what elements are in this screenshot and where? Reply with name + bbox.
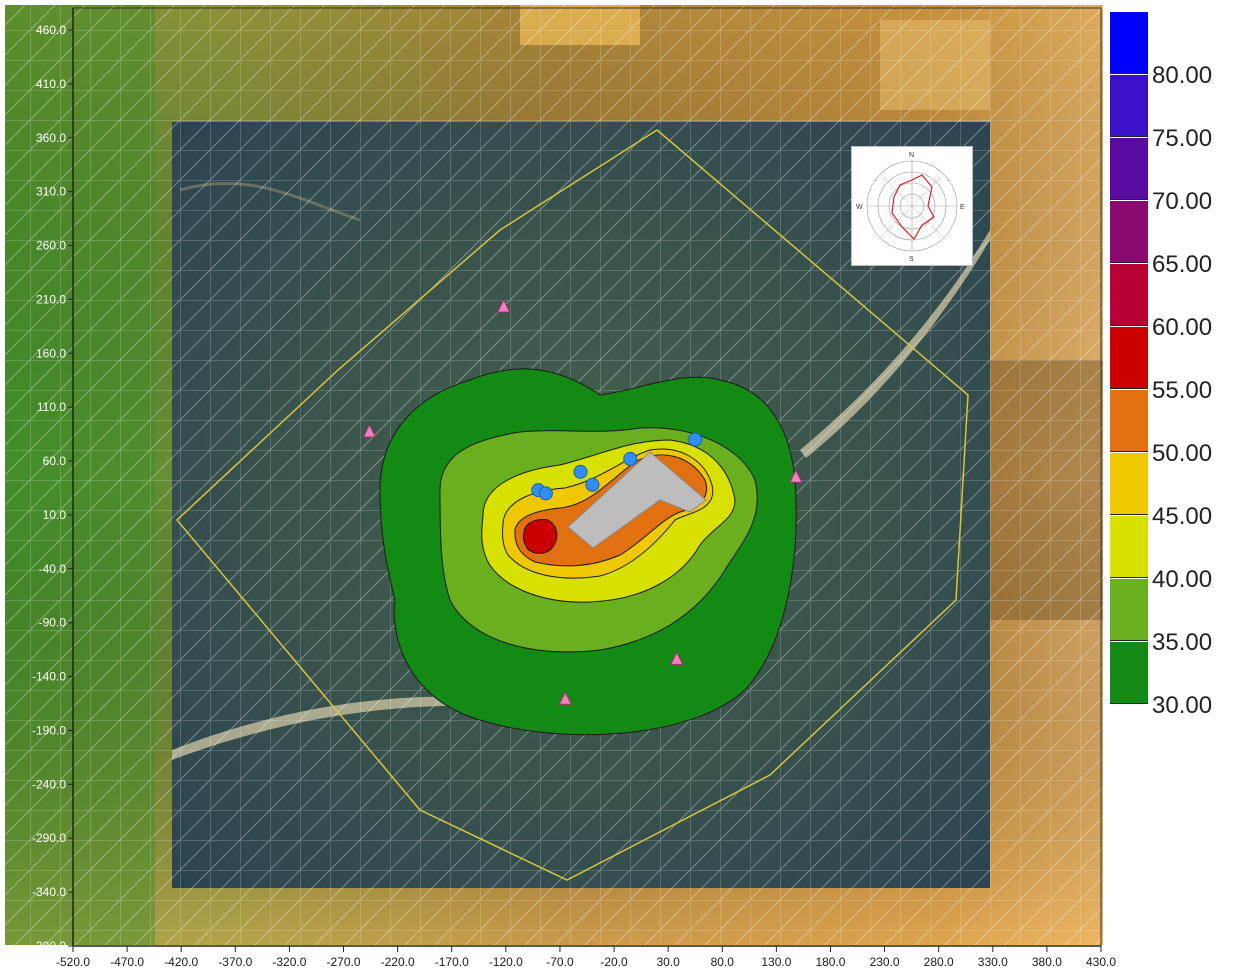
legend-swatch bbox=[1110, 579, 1148, 641]
x-tick-label: -70.0 bbox=[546, 955, 574, 969]
x-tick-label: -520.0 bbox=[56, 955, 90, 969]
noise-source-marker[interactable] bbox=[586, 478, 599, 491]
windrose-label-n: N bbox=[909, 152, 914, 159]
x-tick-label: -220.0 bbox=[381, 955, 415, 969]
x-tick-label: -320.0 bbox=[272, 955, 306, 969]
color-legend: 80.00 75.00 70.00 65.00 60.00 55.00 50.00 45.00… bbox=[1108, 12, 1222, 712]
legend-label: 65.00 bbox=[1152, 253, 1212, 277]
y-tick-label: 410.0 bbox=[36, 77, 66, 91]
legend-label: 50.00 bbox=[1152, 442, 1212, 466]
x-tick-label: 380.0 bbox=[1032, 955, 1062, 969]
y-tick-label: -290.0 bbox=[32, 831, 66, 845]
x-axis: -520.0 -470.0 -420.0 -370.0 -320.0 -270.0 -220… bbox=[56, 946, 1116, 969]
x-tick-label: 30.0 bbox=[656, 955, 680, 969]
x-tick-label: -270.0 bbox=[327, 955, 361, 969]
x-tick-label: -170.0 bbox=[435, 955, 469, 969]
legend-swatch bbox=[1110, 201, 1148, 263]
legend-label: 35.00 bbox=[1152, 631, 1212, 655]
y-tick-label: -90.0 bbox=[39, 616, 67, 630]
legend-swatch bbox=[1110, 390, 1148, 452]
legend-label: 75.00 bbox=[1152, 127, 1212, 151]
legend-label: 60.00 bbox=[1152, 316, 1212, 340]
windrose-label-w: W bbox=[856, 204, 863, 211]
legend-label: 40.00 bbox=[1152, 568, 1212, 592]
x-tick-label: 230.0 bbox=[870, 955, 900, 969]
wind-rose-inset: N E S W bbox=[851, 146, 973, 266]
y-tick-label: -140.0 bbox=[32, 670, 66, 684]
x-tick-label: -120.0 bbox=[489, 955, 523, 969]
y-tick-label: -390.0 bbox=[32, 939, 66, 953]
y-tick-label: 260.0 bbox=[36, 239, 66, 253]
legend-label: 55.00 bbox=[1152, 379, 1212, 403]
legend-label: 70.00 bbox=[1152, 190, 1212, 214]
legend-label: 80.00 bbox=[1152, 64, 1212, 88]
x-tick-label: 330.0 bbox=[978, 955, 1008, 969]
x-tick-label: 280.0 bbox=[924, 955, 954, 969]
x-tick-label: -420.0 bbox=[164, 955, 198, 969]
y-tick-label: -190.0 bbox=[32, 723, 66, 737]
legend-swatch bbox=[1110, 264, 1148, 326]
legend-swatch bbox=[1110, 516, 1148, 578]
y-tick-label: -40.0 bbox=[39, 562, 67, 576]
x-tick-label: -470.0 bbox=[110, 955, 144, 969]
legend-swatch bbox=[1110, 327, 1148, 389]
legend-swatch bbox=[1110, 453, 1148, 515]
contour-55 bbox=[523, 520, 557, 554]
windrose-label-e: E bbox=[960, 204, 965, 211]
x-tick-label: 430.0 bbox=[1086, 955, 1116, 969]
noise-source-marker[interactable] bbox=[624, 452, 637, 465]
windrose-label-s: S bbox=[909, 256, 914, 263]
legend-label: 45.00 bbox=[1152, 505, 1212, 529]
legend-label: 30.00 bbox=[1152, 694, 1212, 718]
legend-swatch bbox=[1110, 75, 1148, 137]
y-tick-label: 60.0 bbox=[43, 454, 67, 468]
x-tick-label: 130.0 bbox=[761, 955, 791, 969]
y-tick-label: 210.0 bbox=[36, 292, 66, 306]
y-tick-label: 110.0 bbox=[37, 400, 66, 414]
y-tick-label: -340.0 bbox=[32, 885, 66, 899]
x-tick-label: -370.0 bbox=[218, 955, 252, 969]
y-tick-label: 10.0 bbox=[43, 508, 67, 522]
y-tick-label: 360.0 bbox=[36, 131, 66, 145]
legend-swatch bbox=[1110, 642, 1148, 704]
wind-rose-icon: N E S W bbox=[852, 147, 972, 265]
y-tick-label: 160.0 bbox=[36, 346, 66, 360]
x-tick-label: -20.0 bbox=[600, 955, 628, 969]
y-tick-label: 460.0 bbox=[36, 23, 66, 37]
x-tick-label: 180.0 bbox=[815, 955, 845, 969]
legend-swatch bbox=[1110, 12, 1148, 74]
legend-swatch bbox=[1110, 138, 1148, 200]
y-tick-label: 310.0 bbox=[36, 185, 66, 199]
noise-source-marker[interactable] bbox=[689, 433, 702, 446]
noise-source-marker[interactable] bbox=[539, 487, 552, 500]
noise-source-marker[interactable] bbox=[574, 465, 587, 478]
x-tick-label: 80.0 bbox=[711, 955, 735, 969]
y-tick-label: -240.0 bbox=[32, 777, 66, 791]
